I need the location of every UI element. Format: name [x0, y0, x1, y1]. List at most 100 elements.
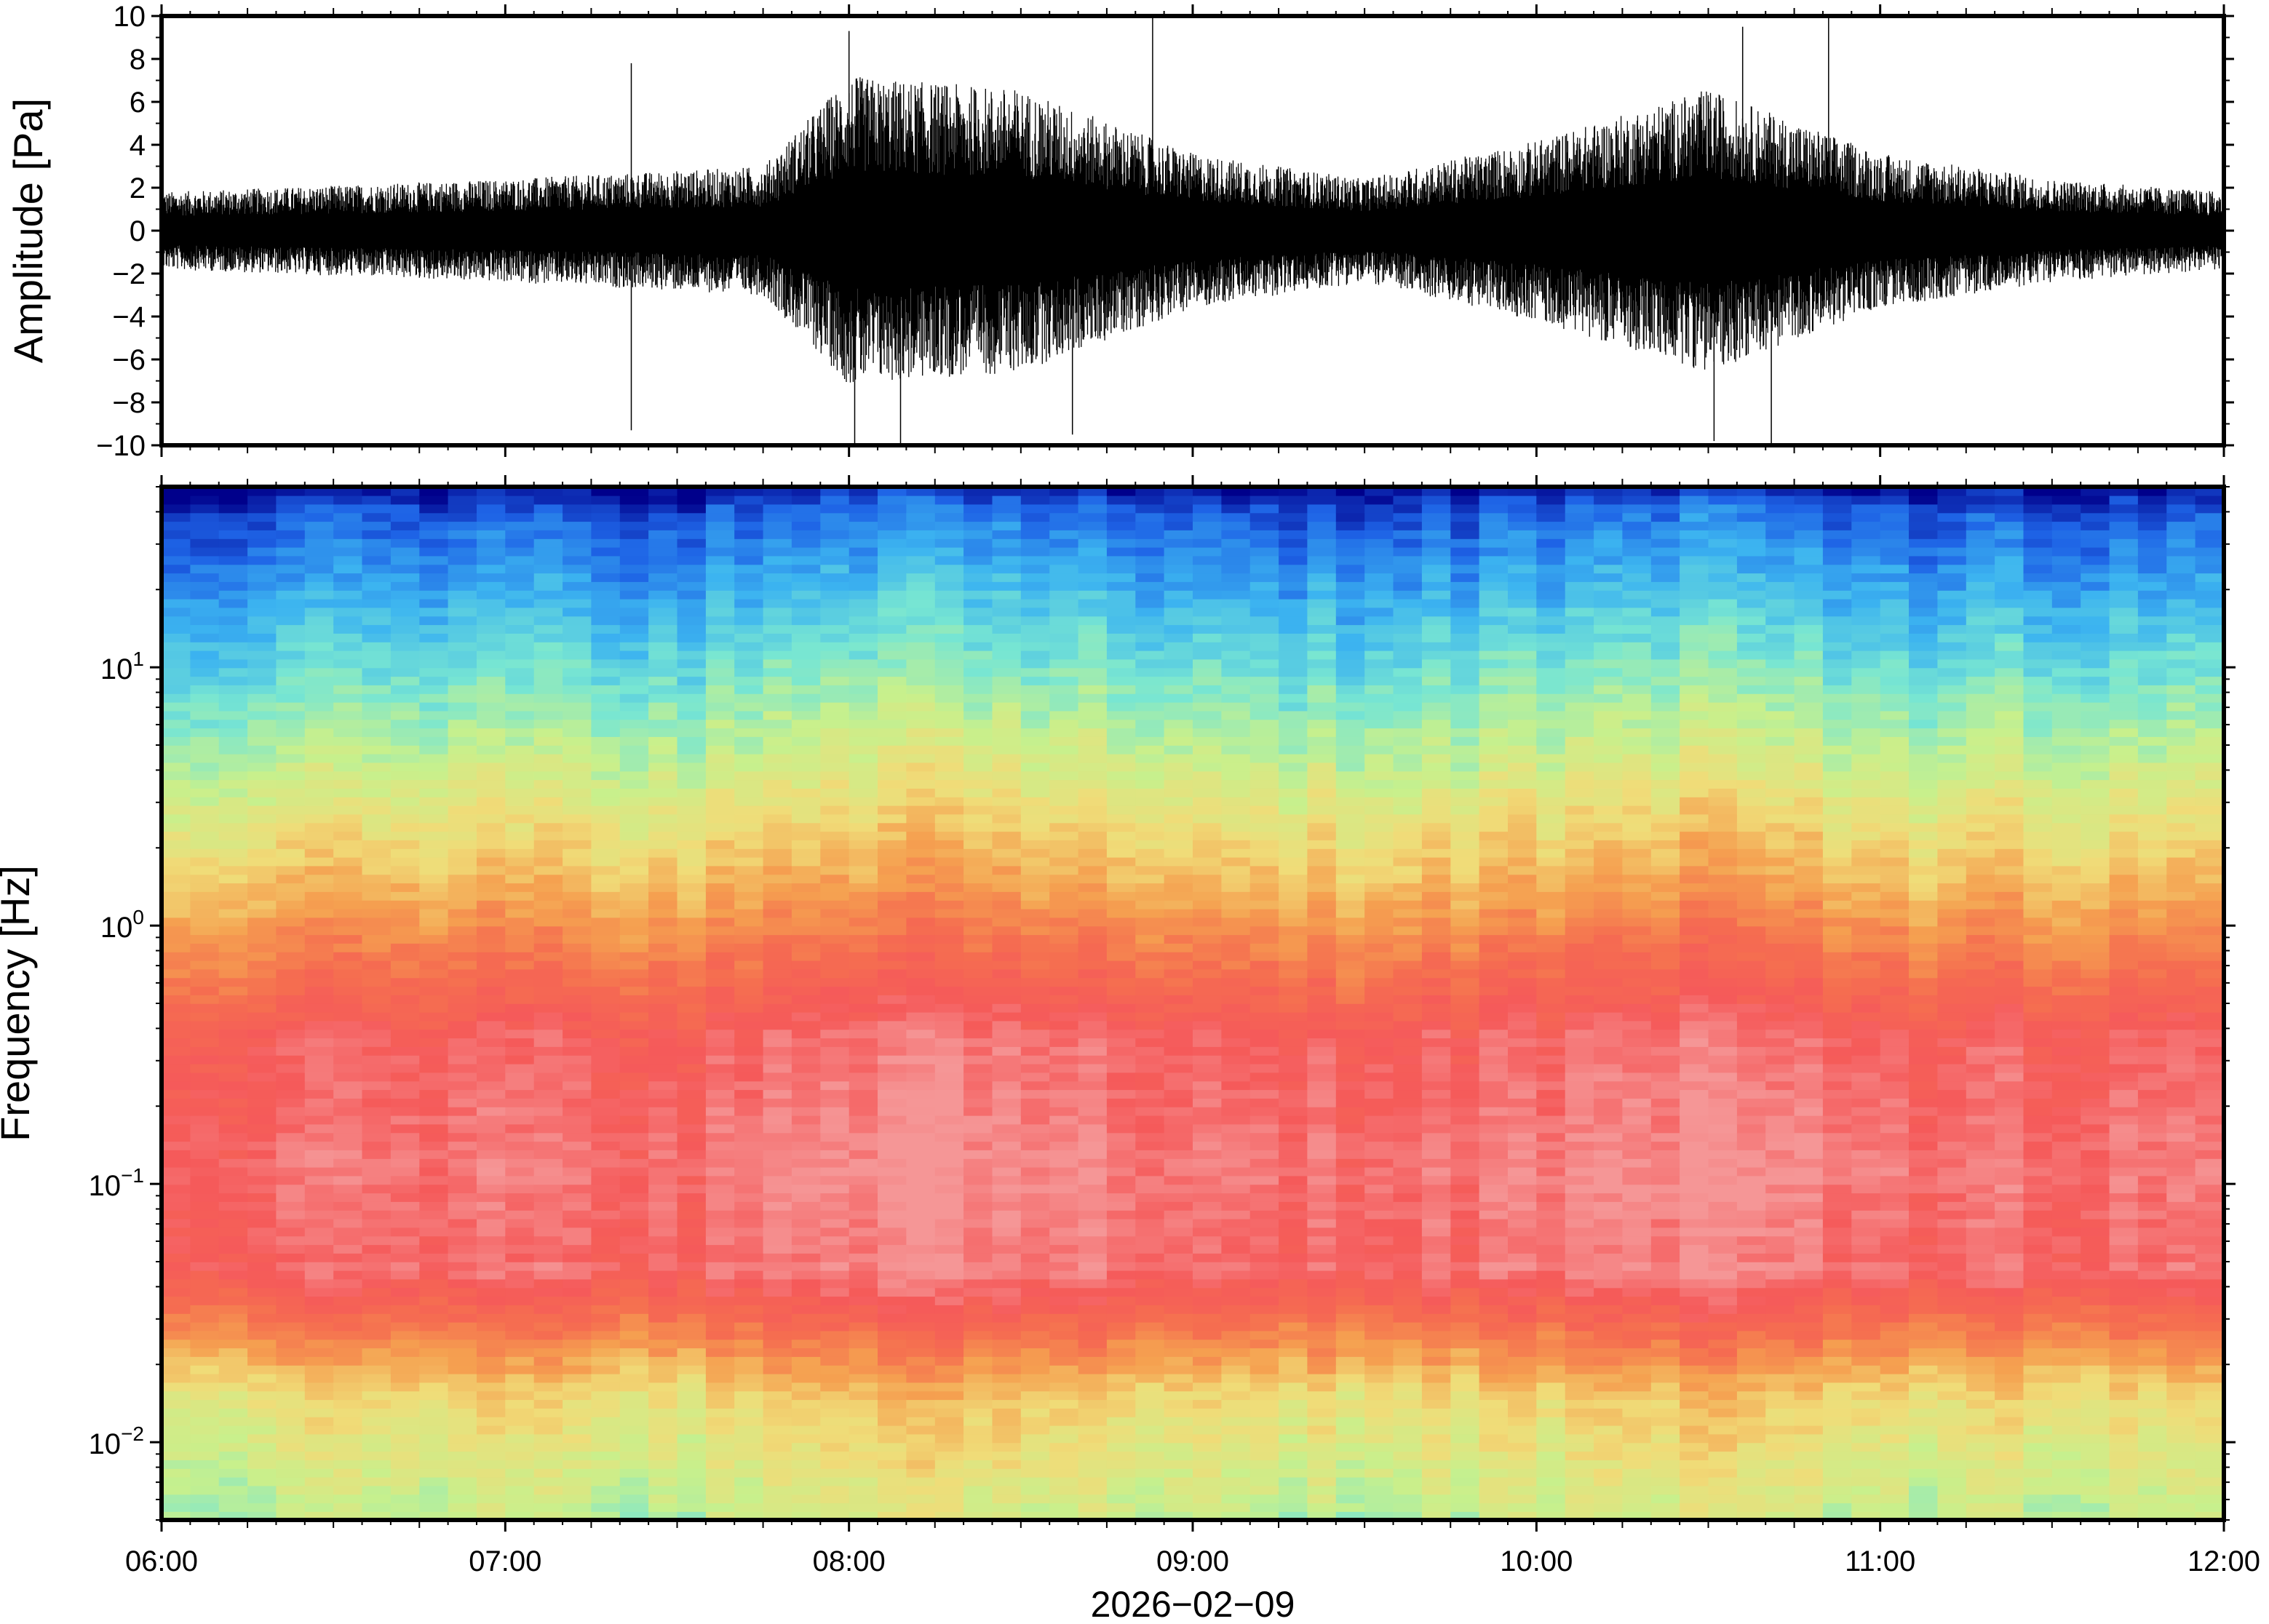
spectrogram-cell	[533, 581, 563, 591]
spectrogram-cell	[1106, 1399, 1137, 1409]
spectrogram-cell	[419, 831, 449, 840]
spectrogram-cell	[963, 701, 993, 712]
spectrogram-cell	[1049, 701, 1079, 712]
spectrogram-cell	[820, 900, 850, 909]
spectrogram-cell	[419, 840, 449, 849]
spectrogram-cell	[1106, 1278, 1137, 1289]
spectrogram-cell	[1078, 701, 1108, 712]
spectrogram-cell	[162, 771, 191, 781]
spectrogram-cell	[276, 1150, 306, 1159]
spectrogram-cell	[247, 1115, 277, 1125]
spectrogram-cell	[934, 693, 964, 703]
spectrogram-cell	[162, 546, 191, 557]
spectrogram-cell	[705, 762, 736, 772]
spectrogram-cell	[533, 1003, 563, 1013]
spectrogram-cell	[362, 1278, 392, 1289]
spectrogram-cell	[218, 1356, 248, 1366]
spectrogram-cell	[362, 840, 392, 849]
spectrogram-cell	[963, 521, 993, 530]
spectrogram-cell	[992, 1184, 1022, 1194]
spectrogram-cell	[162, 753, 191, 763]
spectrogram-cell	[677, 495, 707, 505]
spectrogram-cell	[247, 1089, 277, 1099]
spectrogram-cell	[1279, 1408, 1308, 1417]
spectrogram-cell	[190, 1373, 220, 1383]
spectrogram-cell	[448, 926, 477, 936]
spectrogram-cell	[362, 1193, 392, 1202]
spectrogram-cell	[1078, 564, 1108, 574]
spectrogram-cell	[705, 658, 736, 669]
spectrogram-cell	[477, 1003, 506, 1013]
spectrogram-cell	[934, 952, 964, 961]
spectrogram-cell	[1279, 1029, 1308, 1039]
spectrogram-cell	[162, 667, 191, 677]
spectrogram-cell	[849, 1072, 878, 1082]
spectrogram-cell	[448, 728, 477, 737]
spectrogram-cell	[304, 1502, 334, 1512]
spectrogram-cell	[390, 710, 421, 720]
spectrogram-cell	[247, 1218, 277, 1228]
spectrogram-cell	[763, 633, 792, 642]
spectrogram-cell	[791, 1287, 822, 1297]
spectrogram-cell	[419, 1253, 449, 1262]
spectrogram-cell	[533, 1365, 563, 1374]
spectrogram-cell	[820, 995, 850, 1004]
spectrogram-cell	[1135, 1244, 1165, 1254]
spectrogram-cell	[190, 900, 220, 909]
spectrogram-cell	[390, 856, 421, 867]
spectrogram-cell	[247, 797, 277, 806]
spectrogram-cell	[304, 874, 334, 884]
spectrogram-cell	[849, 590, 878, 600]
spectrogram-cell	[705, 624, 736, 634]
spectrogram-cell	[1249, 521, 1279, 530]
spectrogram-cell	[390, 1123, 421, 1134]
spectrogram-cell	[648, 1339, 678, 1349]
spectrogram-cell	[1106, 1235, 1137, 1246]
spectrogram-cell	[190, 685, 220, 694]
spectrogram-cell	[1193, 1175, 1223, 1185]
spectrogram-cell	[477, 1244, 506, 1254]
spectrogram-cell	[533, 1262, 563, 1271]
spectrogram-cell	[619, 1227, 649, 1237]
spectrogram-cell	[190, 1399, 220, 1409]
spectrogram-cell	[1193, 1003, 1223, 1013]
amplitude-tick-label: −8	[112, 387, 146, 419]
spectrogram-cell	[878, 633, 907, 642]
spectrogram-cell	[1049, 581, 1079, 591]
spectrogram-cell	[1049, 1408, 1079, 1417]
spectrogram-cell	[162, 1244, 191, 1254]
spectrogram-cell	[1106, 546, 1137, 557]
spectrogram-column	[1135, 487, 1165, 1520]
spectrogram-cell	[1193, 667, 1223, 677]
spectrogram-cell	[276, 1468, 306, 1478]
spectrogram-cell	[533, 658, 563, 669]
spectrogram-cell	[934, 753, 964, 763]
spectrogram-cell	[992, 1158, 1022, 1168]
spectrogram-cell	[162, 590, 191, 600]
spectrogram-cell	[304, 900, 334, 909]
spectrogram-cell	[878, 598, 907, 608]
spectrogram-cell	[849, 512, 878, 522]
spectrogram-cell	[705, 1253, 736, 1262]
spectrogram-cell	[505, 1417, 535, 1426]
spectrogram-cell	[878, 1390, 907, 1401]
spectrogram-cell	[1106, 1485, 1137, 1495]
spectrogram-cell	[705, 1339, 736, 1349]
spectrogram-cell	[619, 676, 649, 685]
spectrogram-cell	[390, 960, 421, 970]
spectrogram-cell	[1164, 1072, 1193, 1082]
spectrogram-cell	[763, 1184, 792, 1194]
spectrogram-cell	[390, 1390, 421, 1401]
spectrogram-cell	[734, 1235, 764, 1246]
spectrogram-cell	[849, 995, 878, 1004]
spectrogram-cell	[505, 607, 535, 617]
spectrogram-cell	[1193, 1132, 1223, 1142]
spectrogram-cell	[791, 745, 822, 755]
spectrogram-cell	[162, 1460, 191, 1469]
spectrogram-cell	[362, 1201, 392, 1211]
spectrogram-cell	[247, 977, 277, 987]
spectrogram-cell	[906, 1253, 936, 1262]
spectrogram-cell	[619, 1417, 649, 1426]
spectrogram-cell	[218, 1502, 248, 1512]
spectrogram-cell	[906, 771, 936, 781]
